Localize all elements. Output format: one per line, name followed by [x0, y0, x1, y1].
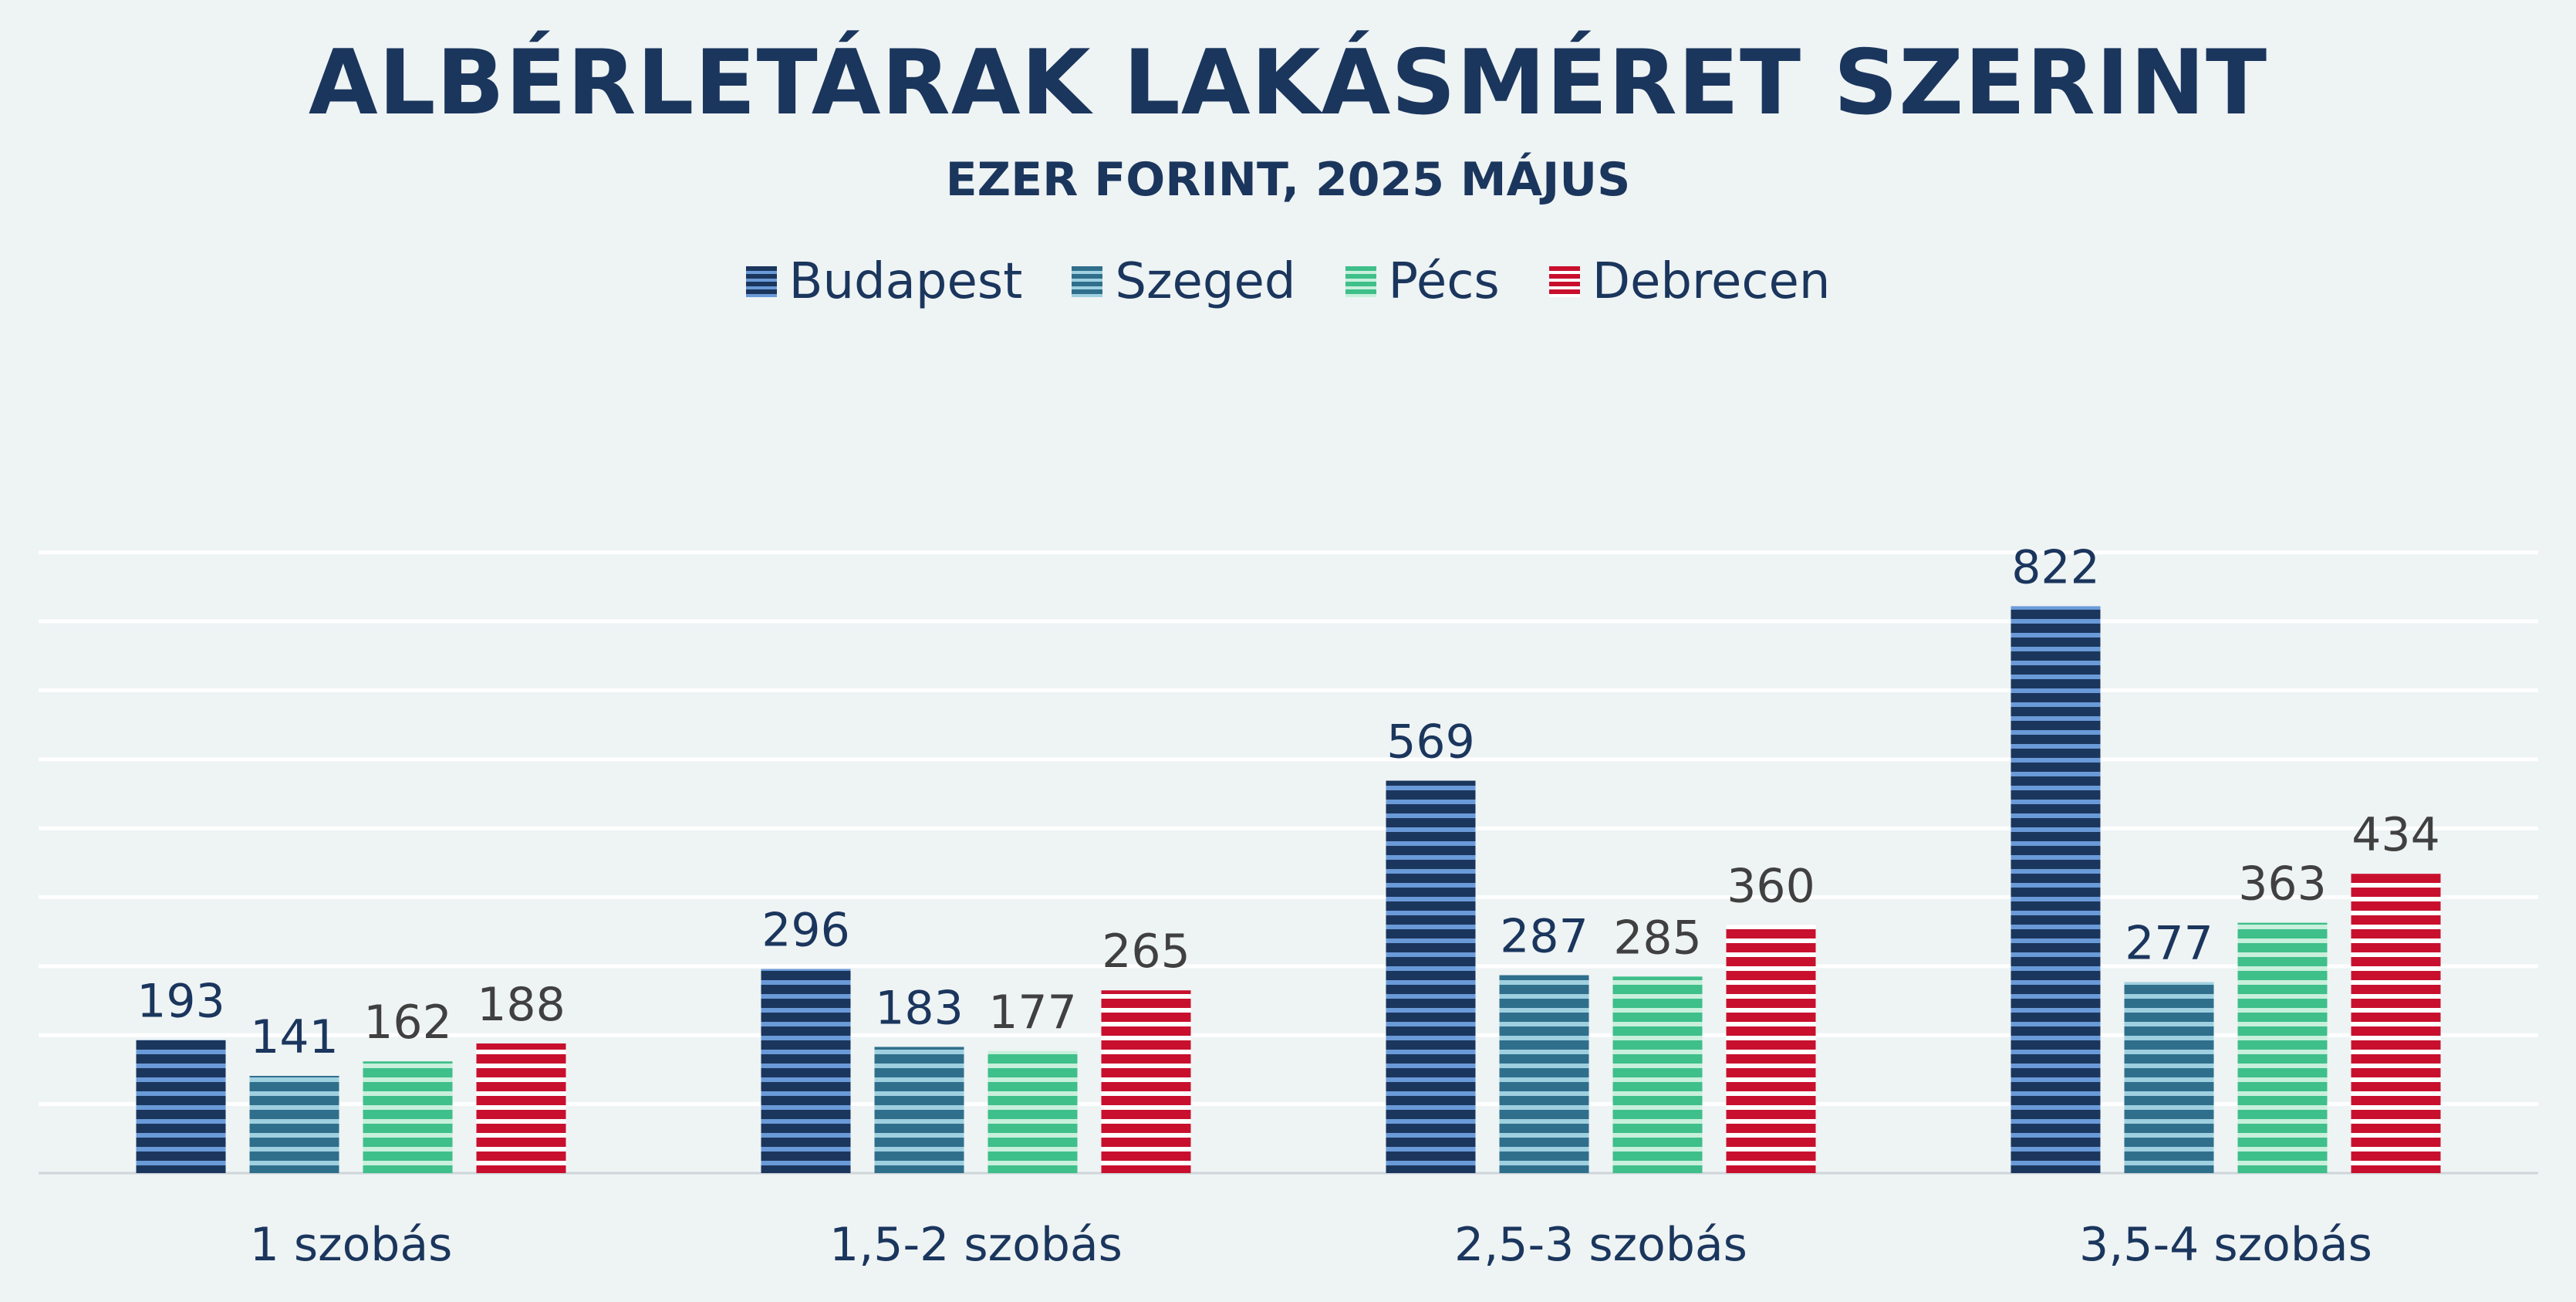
bar-szeged — [2124, 982, 2214, 1173]
category-label: 2,5-3 szobás — [1454, 1218, 1747, 1272]
bar-debrecen — [1726, 925, 1816, 1173]
bar-pécs — [363, 1061, 453, 1173]
category-labels-group: 1 szobás 1,5-2 szobás 2,5-3 szobás 3,5-4 sz… — [250, 1218, 2372, 1272]
legend-swatch-pecs — [1345, 266, 1376, 297]
data-label: 569 — [1386, 715, 1475, 769]
bar-budapest — [2010, 606, 2101, 1173]
bar-pécs — [988, 1050, 1078, 1173]
data-label: 265 — [1102, 925, 1190, 979]
bar-szeged — [874, 1047, 964, 1173]
legend-item-szeged: Szeged — [1072, 253, 1296, 310]
bar-budapest — [136, 1040, 226, 1173]
bar-debrecen — [2351, 874, 2441, 1173]
legend-item-budapest: Budapest — [745, 253, 1023, 310]
data-label: 188 — [477, 978, 566, 1032]
data-label: 183 — [875, 981, 964, 1035]
bars-group — [136, 606, 2441, 1173]
legend-item-pecs: Pécs — [1345, 253, 1500, 310]
data-label: 277 — [2125, 916, 2213, 970]
bar-budapest — [1386, 780, 1476, 1173]
data-label: 822 — [2011, 540, 2100, 594]
bar-pécs — [1612, 976, 1703, 1173]
data-label: 193 — [137, 975, 225, 1029]
chart-legend: Budapest Szeged Pécs Debrecen — [0, 253, 2576, 310]
data-label: 177 — [988, 986, 1077, 1040]
legend-swatch-budapest — [745, 266, 777, 297]
category-label: 1 szobás — [250, 1218, 453, 1272]
legend-swatch-debrecen — [1548, 266, 1580, 297]
legend-label-pecs: Pécs — [1388, 253, 1500, 310]
bar-debrecen — [1101, 990, 1191, 1173]
legend-swatch-szeged — [1072, 266, 1103, 297]
bar-szeged — [1499, 975, 1589, 1173]
data-label: 296 — [761, 903, 850, 957]
data-label: 363 — [2238, 857, 2327, 911]
legend-item-debrecen: Debrecen — [1548, 253, 1831, 310]
category-label: 3,5-4 szobás — [2079, 1218, 2372, 1272]
bar-pécs — [2237, 922, 2328, 1173]
legend-label-szeged: Szeged — [1115, 253, 1296, 310]
data-label: 360 — [1727, 859, 1815, 913]
value-labels-group: 193 141 162 188 296 183 177 265 569 287 285 360 822 2… — [137, 540, 2440, 1064]
legend-label-budapest: Budapest — [788, 253, 1023, 310]
data-label: 141 — [250, 1010, 339, 1064]
bar-szeged — [249, 1076, 339, 1173]
chart-subtitle: EZER FORINT, 2025 MÁJUS — [945, 153, 1631, 207]
chart-title: ALBÉRLETÁRAK LAKÁSMÉRET SZERINT — [308, 31, 2268, 135]
legend-label-debrecen: Debrecen — [1592, 253, 1831, 310]
data-label: 285 — [1613, 911, 1702, 965]
bar-debrecen — [476, 1043, 566, 1173]
data-label: 287 — [1500, 910, 1588, 964]
data-label: 162 — [363, 996, 452, 1050]
data-label: 434 — [2351, 808, 2440, 862]
bar-budapest — [761, 969, 851, 1173]
category-label: 1,5-2 szobás — [829, 1218, 1123, 1272]
gridlines — [39, 550, 2538, 1175]
